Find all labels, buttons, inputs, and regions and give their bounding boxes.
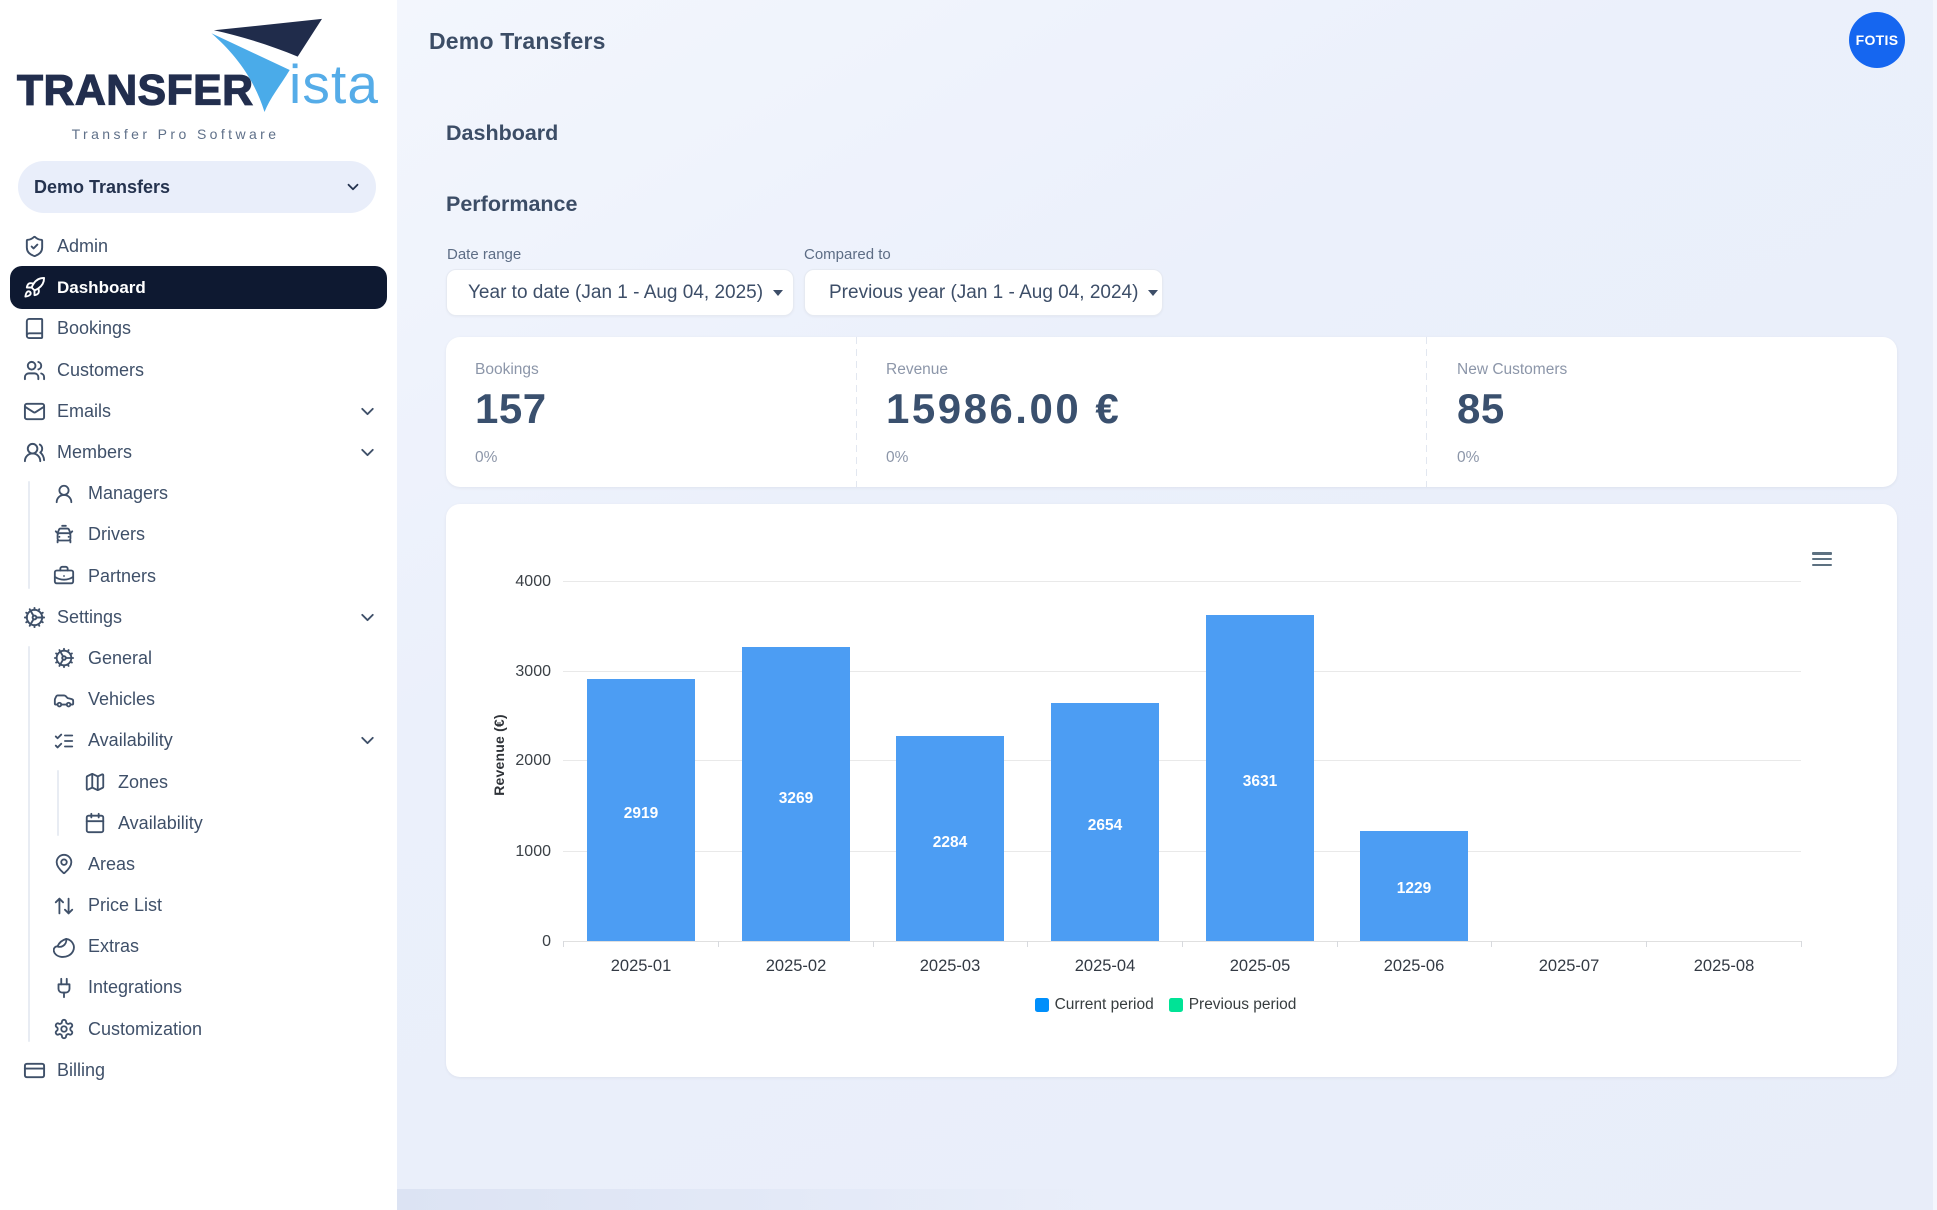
- svg-text:ista: ista: [289, 53, 378, 115]
- svg-text:TRANSFER: TRANSFER: [17, 68, 253, 115]
- svg-text:Transfer Pro Software: Transfer Pro Software: [72, 126, 280, 142]
